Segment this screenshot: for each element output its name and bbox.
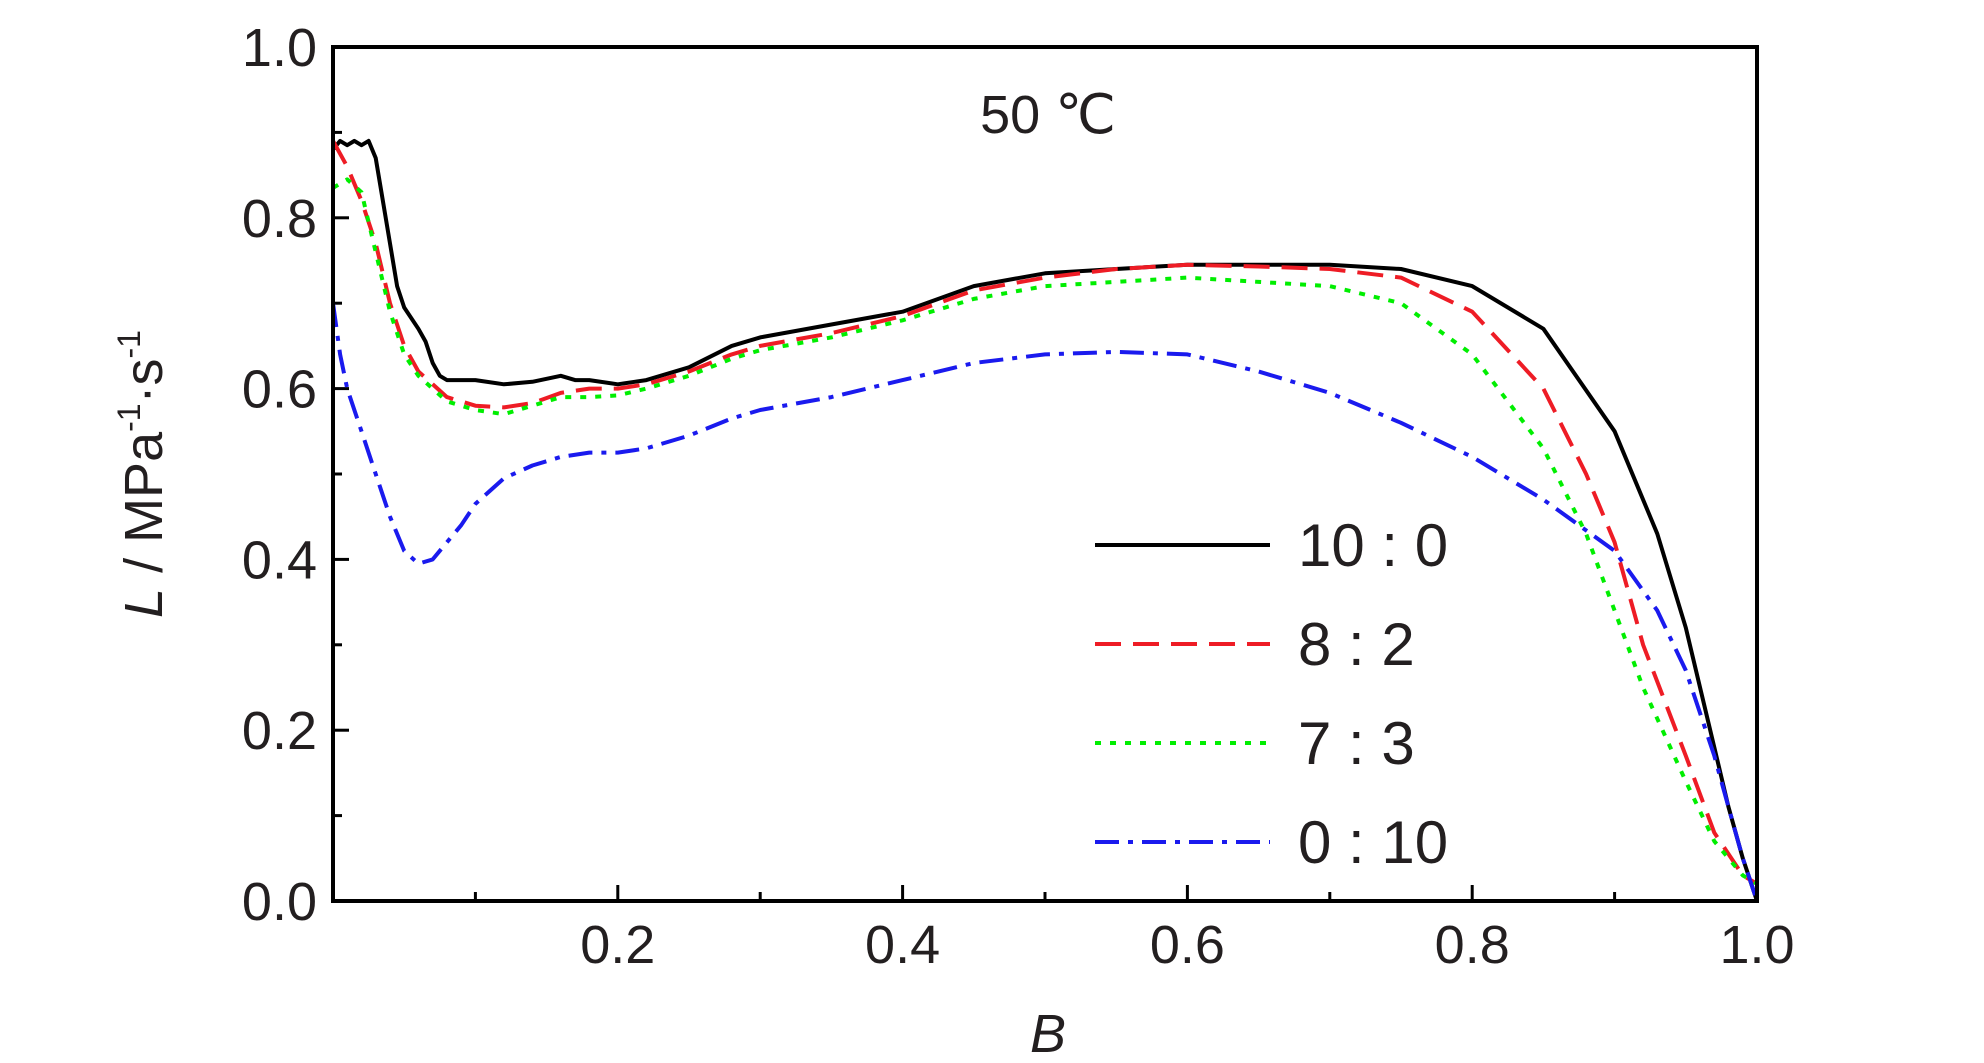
x-tick-label: 0.4 [865, 915, 940, 975]
x-axis-title: B [1030, 1004, 1066, 1063]
series-line-7-3 [331, 177, 1759, 886]
y-tick-labels: 0.0 0.2 0.4 0.6 0.8 1.0 [242, 18, 317, 932]
legend-label-8-2: 8 : 2 [1298, 611, 1415, 678]
series-layer [331, 138, 1759, 902]
series-line-8-2 [331, 139, 1759, 886]
y-tick-label: 0.4 [242, 530, 317, 590]
legend: 10 : 0 8 : 2 7 : 3 0 : 10 [1095, 512, 1448, 876]
annotation: 50 ℃ [980, 85, 1116, 145]
y-tick-label: 0.0 [242, 872, 317, 932]
y-tick-label: 0.6 [242, 360, 317, 420]
y-axis-exponent-2: -1 [111, 330, 147, 358]
plot-frame [331, 45, 1759, 903]
x-tick-labels: 0.2 0.4 0.6 0.8 1.0 [580, 915, 1794, 975]
y-axis-unit: / MPa [114, 431, 174, 588]
y-tick-label: 0.8 [242, 189, 317, 249]
y-tick-label: 1.0 [242, 18, 317, 78]
y-tick-label: 0.2 [242, 701, 317, 761]
legend-label-10-0: 10 : 0 [1298, 512, 1448, 579]
y-axis-variable: L [114, 588, 174, 618]
y-axis-exponent-1: -1 [111, 403, 147, 431]
y-axis-unit-seconds: ·s [114, 358, 174, 403]
x-tick-label: 1.0 [1719, 915, 1794, 975]
x-tick-label: 0.8 [1435, 915, 1510, 975]
y-axis-title: L / MPa-1·s-1 [111, 330, 174, 618]
x-tick-label: 0.2 [580, 915, 655, 975]
legend-label-0-10: 0 : 10 [1298, 809, 1448, 876]
x-tick-label: 0.6 [1150, 915, 1225, 975]
legend-label-7-3: 7 : 3 [1298, 710, 1415, 777]
series-line-10-0 [331, 138, 1759, 902]
